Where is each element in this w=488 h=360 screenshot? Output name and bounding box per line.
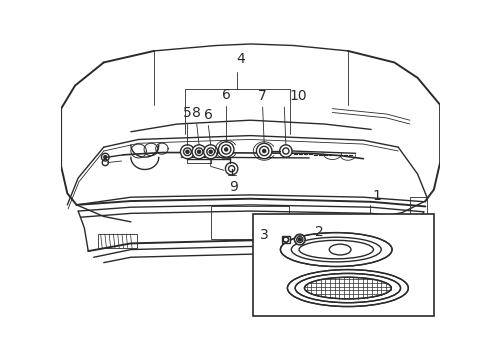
Circle shape: [180, 145, 194, 159]
Bar: [211, 206, 288, 239]
Text: 6: 6: [203, 108, 212, 122]
Ellipse shape: [280, 233, 391, 266]
Circle shape: [256, 143, 271, 159]
Circle shape: [197, 150, 200, 153]
Text: 2: 2: [315, 225, 324, 239]
Circle shape: [294, 234, 305, 245]
Circle shape: [225, 163, 237, 175]
Circle shape: [192, 145, 205, 159]
Ellipse shape: [287, 270, 407, 306]
Text: 9: 9: [229, 180, 238, 194]
Circle shape: [103, 156, 107, 159]
Circle shape: [209, 150, 212, 153]
Circle shape: [203, 145, 217, 159]
Bar: [252, 214, 433, 316]
Text: 1: 1: [372, 189, 381, 203]
Ellipse shape: [304, 277, 390, 299]
Circle shape: [283, 237, 288, 242]
Text: 5: 5: [183, 106, 191, 120]
Circle shape: [298, 238, 301, 241]
Bar: [98, 234, 137, 248]
Ellipse shape: [295, 274, 400, 303]
Text: 7: 7: [258, 89, 266, 103]
Text: 10: 10: [289, 89, 307, 103]
Text: 3: 3: [260, 228, 268, 242]
Circle shape: [262, 149, 265, 153]
Circle shape: [224, 148, 227, 151]
Circle shape: [279, 145, 291, 157]
Text: 4: 4: [236, 52, 244, 66]
Text: 8: 8: [192, 106, 201, 120]
Text: 6: 6: [222, 89, 230, 103]
Circle shape: [185, 150, 189, 153]
Bar: [409, 197, 426, 228]
Bar: [282, 236, 289, 243]
Bar: [364, 234, 403, 248]
Circle shape: [218, 142, 233, 157]
